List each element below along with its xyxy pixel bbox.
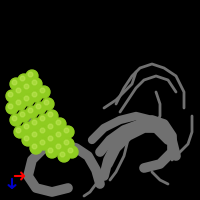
Circle shape (40, 140, 45, 145)
Circle shape (6, 102, 18, 114)
Circle shape (32, 132, 37, 137)
Circle shape (46, 122, 58, 134)
Circle shape (14, 98, 26, 110)
Circle shape (48, 148, 53, 153)
Circle shape (18, 110, 30, 122)
Circle shape (38, 126, 50, 138)
Circle shape (32, 80, 37, 85)
Circle shape (40, 128, 45, 133)
Circle shape (16, 88, 21, 93)
Circle shape (48, 136, 53, 141)
Circle shape (24, 84, 29, 89)
Circle shape (28, 108, 33, 113)
Circle shape (64, 140, 69, 145)
Circle shape (20, 112, 25, 117)
Circle shape (26, 106, 38, 118)
Circle shape (34, 102, 46, 114)
Circle shape (30, 90, 42, 102)
Circle shape (68, 148, 73, 153)
Circle shape (46, 134, 58, 146)
Circle shape (48, 112, 53, 117)
Circle shape (10, 78, 22, 90)
Circle shape (46, 146, 58, 158)
Circle shape (60, 152, 65, 157)
Circle shape (32, 144, 37, 149)
Circle shape (38, 138, 50, 150)
Circle shape (30, 130, 42, 142)
Circle shape (20, 76, 25, 81)
Circle shape (64, 128, 69, 133)
Circle shape (8, 104, 13, 109)
Circle shape (46, 110, 58, 122)
Circle shape (54, 142, 66, 154)
Circle shape (22, 82, 34, 94)
Circle shape (56, 144, 61, 149)
Circle shape (32, 92, 37, 97)
Circle shape (30, 142, 42, 154)
Circle shape (54, 118, 66, 130)
Circle shape (10, 114, 22, 126)
Circle shape (30, 118, 42, 130)
Circle shape (16, 100, 21, 105)
Circle shape (38, 86, 50, 98)
Circle shape (40, 116, 45, 121)
Circle shape (66, 146, 78, 158)
Circle shape (40, 88, 45, 93)
Circle shape (36, 104, 41, 109)
Circle shape (16, 128, 21, 133)
Circle shape (38, 114, 50, 126)
Circle shape (24, 124, 29, 129)
Circle shape (18, 74, 30, 86)
Circle shape (32, 120, 37, 125)
Circle shape (26, 70, 38, 82)
Circle shape (22, 134, 34, 146)
Circle shape (22, 122, 34, 134)
Circle shape (42, 98, 54, 110)
Circle shape (58, 150, 70, 162)
Circle shape (24, 96, 29, 101)
Circle shape (28, 72, 33, 77)
Circle shape (56, 120, 61, 125)
Circle shape (48, 124, 53, 129)
Circle shape (62, 138, 74, 150)
Circle shape (12, 116, 17, 121)
Circle shape (22, 94, 34, 106)
Circle shape (24, 136, 29, 141)
Circle shape (30, 78, 42, 90)
Circle shape (54, 130, 66, 142)
Circle shape (14, 86, 26, 98)
Circle shape (8, 92, 13, 97)
Circle shape (56, 132, 61, 137)
Circle shape (44, 100, 49, 105)
Circle shape (12, 80, 17, 85)
Circle shape (6, 90, 18, 102)
Circle shape (62, 126, 74, 138)
Circle shape (14, 126, 26, 138)
